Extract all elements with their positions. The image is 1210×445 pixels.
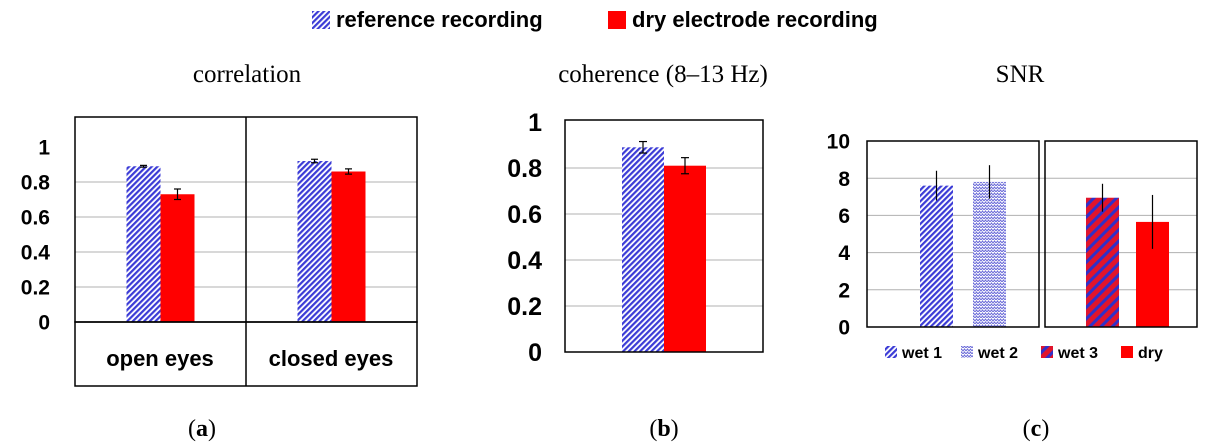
bar-snr-wet3 — [1086, 197, 1119, 327]
panel-label-b-letter: b — [657, 416, 670, 442]
panel-c-y-tick-label: 8 — [838, 168, 850, 191]
legend-swatch-dry — [608, 11, 626, 29]
legend-label-dry-c: dry — [1138, 345, 1163, 362]
panel-b-coherence: 0 0.2 0.4 0.6 0.8 1 — [507, 109, 764, 367]
legend-swatch-wet3 — [1041, 346, 1053, 358]
panel-label-c-close: ) — [1041, 416, 1049, 442]
panel-b-y-tick-label: 1 — [528, 109, 542, 137]
error-bar-reference-open-eyes — [140, 164, 147, 168]
category-label-open-eyes: open eyes — [106, 346, 214, 371]
legend-swatch-wet2 — [961, 346, 973, 358]
error-bar-dry-coherence — [681, 157, 689, 175]
panel-label-c: (c) — [1023, 416, 1050, 442]
legend-item-dry: dry electrode recording — [608, 7, 878, 32]
panel-a-y-tick-label: 1 — [38, 137, 50, 160]
panel-c-plot-frame-left — [866, 140, 1040, 328]
legend-label-wet2: wet 2 — [977, 345, 1018, 362]
legend-item-reference: reference recording — [312, 7, 543, 32]
legend-label-dry: dry electrode recording — [632, 7, 878, 32]
panel-b-y-tick-label: 0 — [528, 339, 542, 367]
panel-label-a-open: ( — [188, 416, 196, 442]
bar-dry-open-eyes — [160, 194, 195, 322]
panel-a-y-tick-label: 0.2 — [21, 277, 50, 300]
panel-a-category-frame — [74, 321, 418, 387]
panel-a-y-tick-label: 0.8 — [21, 172, 51, 195]
panel-b-y-tick-label: 0.8 — [507, 155, 542, 183]
panel-label-a-letter: a — [196, 416, 208, 442]
panel-c-bars — [920, 165, 1169, 327]
panel-label-a: (a) — [188, 416, 216, 442]
panel-label-a-close: ) — [208, 416, 216, 442]
panel-a-y-tick-label: 0.4 — [21, 242, 51, 265]
category-label-closed-eyes: closed eyes — [269, 346, 394, 371]
bar-snr-wet2 — [973, 181, 1006, 327]
bar-dry-coherence — [664, 165, 706, 352]
panel-b-y-tick-labels: 0 0.2 0.4 0.6 0.8 1 — [507, 109, 542, 367]
panel-c-y-tick-label: 6 — [838, 205, 850, 228]
panel-c-snr: 0 2 4 6 8 10 wet 1 wet 2 wet 3 dry — [827, 131, 1198, 362]
bar-reference-coherence — [622, 147, 664, 352]
panel-b-y-tick-label: 0.6 — [507, 201, 542, 229]
panel-label-b-open: ( — [649, 416, 657, 442]
legend-label-reference: reference recording — [336, 7, 543, 32]
panel-b-bars — [622, 140, 706, 352]
panel-c-y-tick-label: 10 — [827, 131, 850, 154]
panel-a-bars — [126, 158, 366, 322]
bar-dry-closed-eyes — [331, 171, 366, 322]
legend-label-wet3: wet 3 — [1057, 345, 1098, 362]
panel-c-legend: wet 1 wet 2 wet 3 dry — [885, 345, 1163, 362]
legend-swatch-wet1 — [885, 346, 897, 358]
panel-label-c-letter: c — [1031, 416, 1042, 442]
panel-label-b-close: ) — [671, 416, 679, 442]
title-snr: SNR — [996, 61, 1045, 88]
panel-a-correlation: 0 0.2 0.4 0.6 0.8 1 open eyes closed eyes — [21, 116, 418, 387]
legend-swatch-reference — [312, 11, 330, 29]
panel-b-y-tick-label: 0.4 — [507, 247, 542, 275]
title-correlation: correlation — [193, 61, 302, 88]
error-bar-reference-closed-eyes — [311, 158, 318, 164]
bar-snr-wet1 — [920, 185, 953, 327]
error-bar-reference-coherence — [639, 140, 647, 154]
panel-label-c-open: ( — [1023, 416, 1031, 442]
panel-a-y-tick-label: 0.6 — [21, 207, 50, 230]
panel-b-plot-frame — [564, 119, 764, 353]
error-bar-dry-open-eyes — [174, 188, 181, 201]
title-coherence: coherence (8–13 Hz) — [558, 61, 768, 88]
bar-reference-closed-eyes — [297, 161, 332, 322]
panel-c-y-tick-label: 0 — [838, 317, 850, 340]
error-bar-dry-closed-eyes — [345, 168, 352, 175]
legend: reference recording dry electrode record… — [312, 7, 878, 32]
panel-label-b: (b) — [649, 416, 678, 442]
panel-a-y-tick-labels: 0 0.2 0.4 0.6 0.8 1 — [21, 137, 51, 335]
panel-c-y-tick-label: 4 — [838, 242, 850, 265]
panel-a-y-tick-label: 0 — [38, 312, 50, 335]
legend-label-wet1: wet 1 — [901, 345, 942, 362]
legend-swatch-dry — [1121, 346, 1133, 358]
panel-c-plot-frame-right — [1044, 140, 1198, 328]
panel-b-y-tick-label: 0.2 — [507, 293, 542, 321]
panel-c-y-tick-label: 2 — [838, 279, 850, 302]
bar-reference-open-eyes — [126, 166, 161, 322]
panel-c-y-tick-labels: 0 2 4 6 8 10 — [827, 131, 851, 340]
